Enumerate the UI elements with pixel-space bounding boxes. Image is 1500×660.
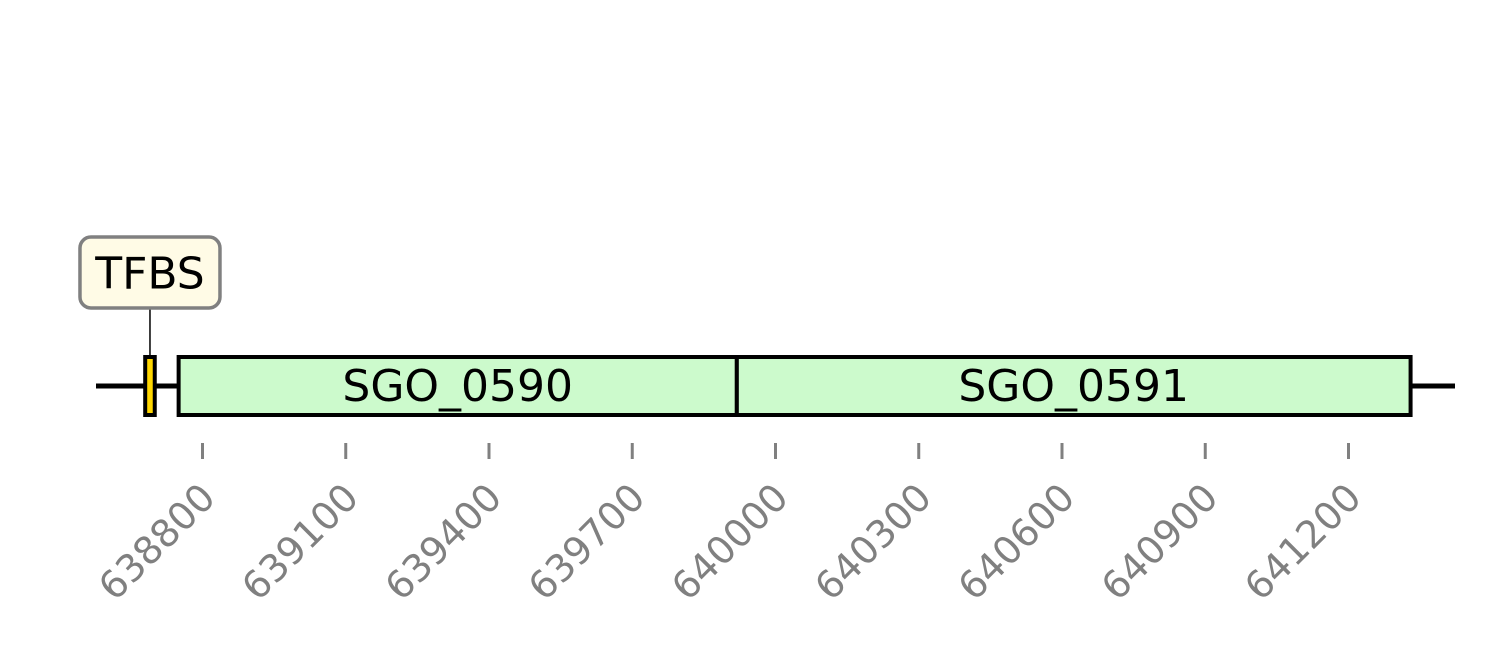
callout-label-tfbs: TFBS: [94, 249, 205, 300]
position-axis: 638800 639100 639400 639700 640000 640300 6406…: [90, 443, 1370, 609]
axis-tick-label: 639100: [233, 475, 367, 609]
feature-box-sgo-0590: [176, 355, 739, 417]
feature-sgo-0591: SGO_0591: [734, 355, 1413, 417]
axis-tick-label: 638800: [90, 475, 224, 609]
axis-tick-label: 639400: [376, 475, 510, 609]
axis-tick-label: 641200: [1236, 475, 1370, 609]
axis-tick-label: 640000: [663, 475, 797, 609]
feature-label-sgo-0590: SGO_0590: [342, 361, 573, 412]
callout-box-tfbs: [78, 235, 222, 310]
axis-tick-label: 640900: [1093, 475, 1227, 609]
axis-tick-label: 639700: [520, 475, 654, 609]
axis-tick-label: 640300: [806, 475, 940, 609]
feature-sgo-0590: SGO_0590: [176, 355, 739, 417]
feature-box-sgo-0591: [734, 355, 1413, 417]
feature-tfbs: TFBS: [78, 235, 222, 417]
feature-track: TFBS SGO_0590 SGO_0591: [78, 235, 1413, 417]
axis-tick-label: 640600: [949, 475, 1083, 609]
feature-label-sgo-0591: SGO_0591: [958, 361, 1189, 412]
feature-box-tfbs: [143, 355, 157, 417]
